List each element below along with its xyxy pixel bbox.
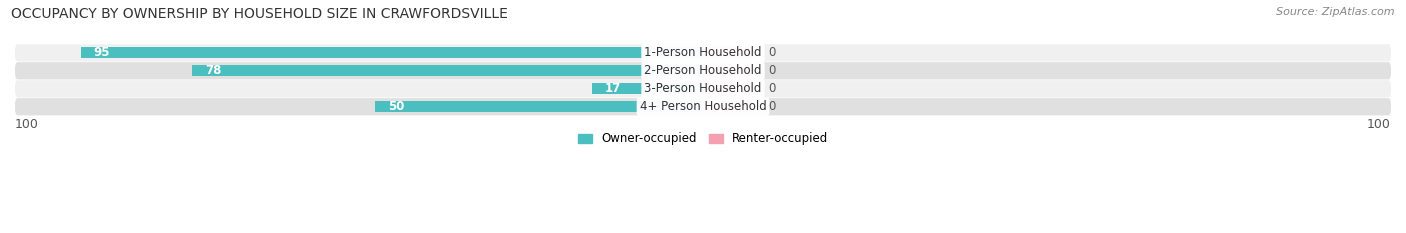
Text: 95: 95 — [94, 46, 110, 59]
Bar — [703, 65, 755, 76]
Text: 17: 17 — [605, 82, 621, 95]
Text: 0: 0 — [769, 100, 776, 113]
Text: 1-Person Household: 1-Person Household — [644, 46, 762, 59]
Text: 50: 50 — [388, 100, 405, 113]
Bar — [80, 47, 703, 58]
FancyBboxPatch shape — [15, 80, 1391, 97]
Text: 100: 100 — [1367, 118, 1391, 131]
FancyBboxPatch shape — [15, 98, 1391, 115]
Bar — [703, 83, 755, 94]
Bar — [375, 101, 703, 112]
Text: 78: 78 — [205, 64, 221, 77]
Bar — [191, 65, 703, 76]
FancyBboxPatch shape — [15, 62, 1391, 79]
Text: 2-Person Household: 2-Person Household — [644, 64, 762, 77]
Text: OCCUPANCY BY OWNERSHIP BY HOUSEHOLD SIZE IN CRAWFORDSVILLE: OCCUPANCY BY OWNERSHIP BY HOUSEHOLD SIZE… — [11, 7, 508, 21]
Bar — [703, 101, 755, 112]
Legend: Owner-occupied, Renter-occupied: Owner-occupied, Renter-occupied — [574, 129, 832, 149]
Text: Source: ZipAtlas.com: Source: ZipAtlas.com — [1277, 7, 1395, 17]
Text: 100: 100 — [15, 118, 39, 131]
Text: 4+ Person Household: 4+ Person Household — [640, 100, 766, 113]
Bar — [703, 47, 755, 58]
Bar — [592, 83, 703, 94]
Text: 0: 0 — [769, 46, 776, 59]
FancyBboxPatch shape — [15, 44, 1391, 62]
Text: 3-Person Household: 3-Person Household — [644, 82, 762, 95]
Text: 0: 0 — [769, 82, 776, 95]
Text: 0: 0 — [769, 64, 776, 77]
